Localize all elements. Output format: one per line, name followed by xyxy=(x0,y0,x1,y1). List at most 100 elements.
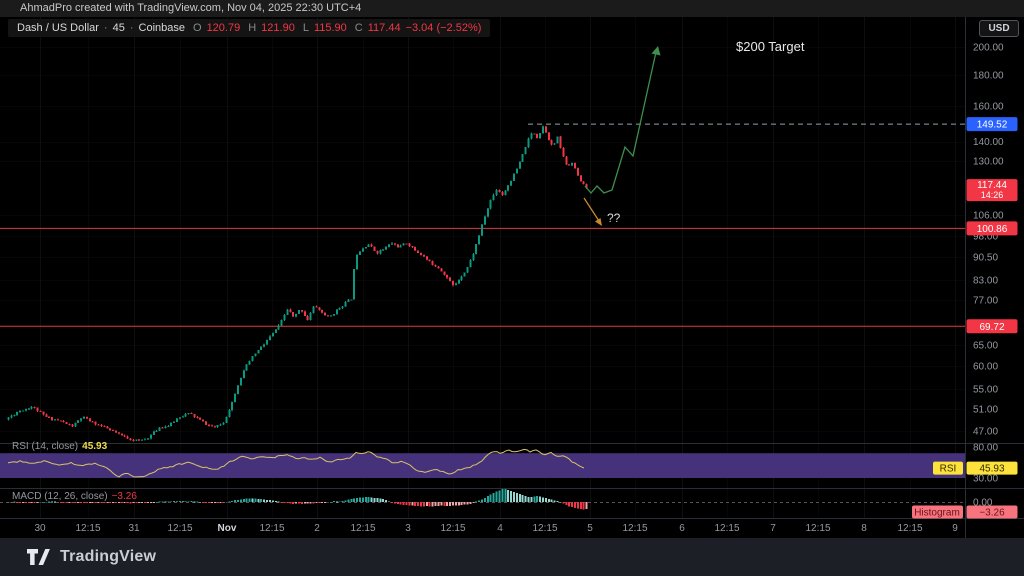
candle xyxy=(144,438,147,440)
candle xyxy=(245,364,248,371)
macd-bar xyxy=(571,502,574,508)
exchange-label[interactable]: Coinbase xyxy=(138,22,185,34)
candle xyxy=(36,407,39,412)
candle xyxy=(298,310,300,314)
macd-value: −3.26 xyxy=(111,491,137,502)
macd-bar xyxy=(178,501,181,502)
axis-label: 45.93 xyxy=(979,464,1004,475)
candle xyxy=(428,259,431,262)
chart-canvas[interactable]: 200.00 180.00 160.00 140.00 130.00 106.00 98.0… xyxy=(0,0,1024,538)
candle xyxy=(524,147,527,155)
change-value: −3.04 (−2.52%) xyxy=(405,22,482,34)
time-axis[interactable]: 30 12:15 31 12:15 Nov 12:15 2 12:15 3 12:15 4 12:15… xyxy=(34,523,958,534)
currency-toggle-button[interactable]: USD xyxy=(979,20,1019,37)
support-price-badge xyxy=(966,319,1018,334)
time-tick-label: Nov xyxy=(218,523,237,534)
support-price-badge xyxy=(966,221,1018,236)
candle xyxy=(266,340,269,345)
candle xyxy=(422,255,425,257)
candle xyxy=(483,216,486,225)
macd-bar xyxy=(51,501,54,503)
candle xyxy=(94,421,97,425)
axis-label: 160.00 xyxy=(973,102,1004,113)
axis-label: 130.00 xyxy=(973,157,1004,168)
macd-bar xyxy=(91,502,94,503)
candle xyxy=(109,428,112,430)
macd-bar xyxy=(414,502,417,506)
macd-bar xyxy=(495,491,498,502)
rsi-title-text: RSI (14, close) xyxy=(12,441,79,452)
macd-bar xyxy=(254,498,257,502)
tradingview-logo-icon[interactable] xyxy=(26,546,51,568)
candle xyxy=(103,426,106,428)
rsi-name-badge xyxy=(933,461,963,475)
macd-bar xyxy=(222,502,225,503)
rsi-pane-title[interactable]: RSI (14, close) 45.93 xyxy=(12,441,107,452)
pane-separators xyxy=(0,17,1024,538)
macd-bar xyxy=(268,499,271,502)
macd-bar xyxy=(512,491,515,502)
candle xyxy=(30,407,33,409)
candle xyxy=(59,420,62,422)
candle xyxy=(300,310,303,312)
candle xyxy=(77,420,80,423)
macd-bar xyxy=(126,502,129,503)
interval-label[interactable]: 45 xyxy=(112,22,125,34)
macd-bar xyxy=(306,502,309,504)
time-tick-label: 31 xyxy=(128,523,140,534)
macd-bar xyxy=(449,502,452,506)
candle xyxy=(286,309,289,315)
macd-bar xyxy=(431,502,434,507)
candle xyxy=(457,279,460,284)
macd-bar xyxy=(164,501,167,503)
macd-bar xyxy=(144,502,147,503)
macd-pane-title[interactable]: MACD (12, 26, close) −3.26 xyxy=(12,491,137,502)
macd-bar xyxy=(97,502,100,503)
macd-bar xyxy=(117,502,120,503)
brand-name[interactable]: TradingView xyxy=(60,548,157,565)
macd-bar xyxy=(422,502,425,507)
macd-bar xyxy=(573,502,576,509)
symbol-legend[interactable]: Dash / US Dollar · 45 · Coinbase O 120.79… xyxy=(8,19,491,37)
candle xyxy=(56,419,59,421)
macd-bar xyxy=(33,502,36,503)
candle xyxy=(408,243,411,247)
candle xyxy=(547,132,550,140)
time-tick-label: 12:15 xyxy=(897,523,922,534)
macd-bar xyxy=(242,498,245,502)
candle xyxy=(39,411,42,413)
candle xyxy=(138,439,141,441)
macd-bar xyxy=(353,498,356,502)
legend-separator: · xyxy=(129,22,134,34)
axis-label: 69.72 xyxy=(979,322,1004,333)
candle xyxy=(199,417,202,420)
candle xyxy=(251,356,254,361)
time-tick-label: 12:15 xyxy=(440,523,465,534)
macd-bar xyxy=(225,501,228,503)
candle xyxy=(475,243,478,255)
candle xyxy=(512,173,515,181)
candle xyxy=(510,180,513,186)
macd-bar xyxy=(88,502,91,503)
symbol-name[interactable]: Dash / US Dollar xyxy=(17,22,99,34)
candle xyxy=(344,302,347,307)
question-annotation[interactable]: ?? xyxy=(607,211,621,225)
macd-bar xyxy=(138,502,141,503)
macd-bar xyxy=(370,497,373,502)
macd-bar xyxy=(318,502,321,503)
candle xyxy=(187,412,190,415)
candle xyxy=(239,377,242,386)
price-axis[interactable]: 200.00 180.00 160.00 140.00 130.00 106.00 98.0… xyxy=(912,43,1018,519)
macd-bar xyxy=(120,502,123,504)
macd-bar xyxy=(521,494,524,502)
candle xyxy=(463,272,466,277)
macd-bar xyxy=(39,501,42,503)
macd-bar xyxy=(396,502,399,505)
drawing-annotations[interactable] xyxy=(583,46,661,226)
axis-label: 83.00 xyxy=(973,276,998,287)
candle xyxy=(152,431,155,436)
macd-bar xyxy=(379,498,382,502)
macd-bar xyxy=(405,502,408,506)
macd-bar xyxy=(202,502,205,503)
price-target-annotation[interactable]: $200 Target xyxy=(736,39,805,54)
